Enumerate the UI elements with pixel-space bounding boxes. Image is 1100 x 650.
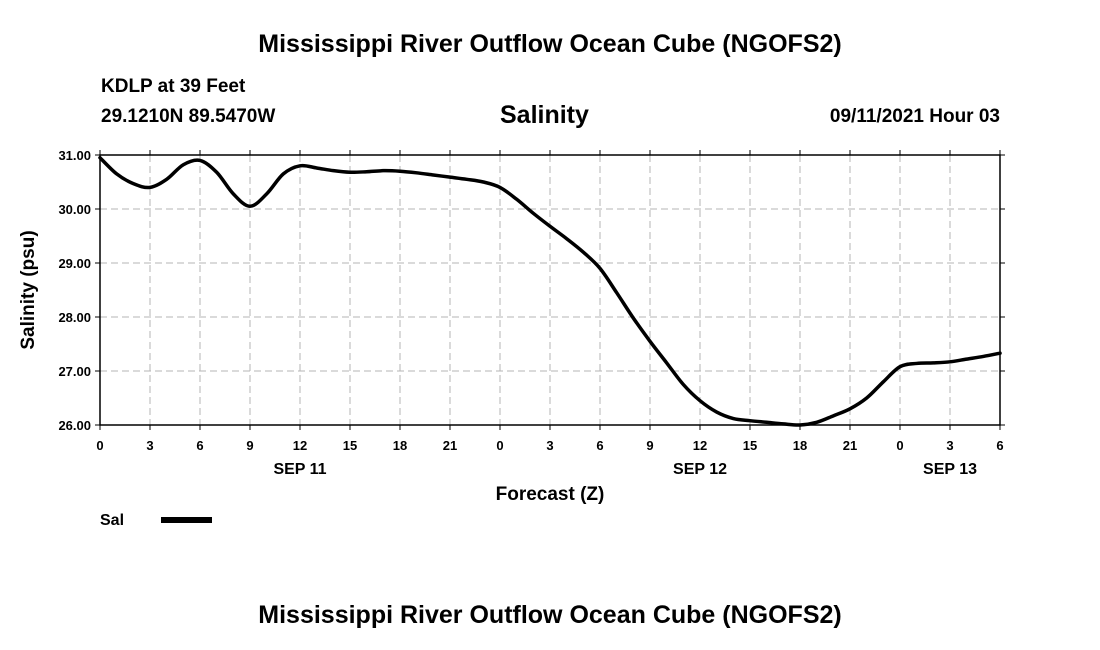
x-tick-label: 6 bbox=[996, 438, 1003, 453]
x-tick-label: 6 bbox=[196, 438, 203, 453]
station-label: KDLP at 39 Feet bbox=[101, 76, 246, 97]
x-tick-label: 0 bbox=[496, 438, 503, 453]
x-tick-label: 15 bbox=[743, 438, 757, 453]
date-label: SEP 13 bbox=[923, 461, 977, 478]
x-tick-label: 18 bbox=[793, 438, 807, 453]
chart-title: Mississippi River Outflow Ocean Cube (NG… bbox=[258, 30, 842, 58]
y-tick-label: 28.00 bbox=[58, 310, 91, 325]
x-tick-label: 12 bbox=[693, 438, 707, 453]
x-tick-label: 3 bbox=[146, 438, 153, 453]
y-tick-label: 27.00 bbox=[58, 364, 91, 379]
x-tick-label: 18 bbox=[393, 438, 407, 453]
footer-title: Mississippi River Outflow Ocean Cube (NG… bbox=[258, 601, 842, 629]
x-tick-label: 0 bbox=[896, 438, 903, 453]
variable-title: Salinity bbox=[500, 101, 589, 129]
x-axis-title: Forecast (Z) bbox=[496, 484, 605, 505]
y-tick-label: 26.00 bbox=[58, 418, 91, 433]
x-tick-label: 9 bbox=[646, 438, 653, 453]
x-tick-label: 3 bbox=[946, 438, 953, 453]
x-tick-label: 3 bbox=[546, 438, 553, 453]
x-tick-label: 12 bbox=[293, 438, 307, 453]
x-tick-label: 21 bbox=[443, 438, 457, 453]
station-coordinates: 29.1210N 89.5470W bbox=[101, 106, 276, 127]
date-label: SEP 11 bbox=[273, 461, 326, 478]
date-label: SEP 12 bbox=[673, 461, 727, 478]
x-tick-label: 15 bbox=[343, 438, 357, 453]
grid-lines bbox=[100, 155, 1000, 425]
x-tick-label: 9 bbox=[246, 438, 253, 453]
y-axis: 26.00 27.00 28.00 29.00 30.00 31.00 bbox=[58, 148, 1005, 433]
y-tick-label: 29.00 bbox=[58, 256, 91, 271]
date-labels: SEP 11 SEP 12 SEP 13 bbox=[273, 461, 977, 478]
x-tick-label: 0 bbox=[96, 438, 103, 453]
y-tick-label: 30.00 bbox=[58, 202, 91, 217]
forecast-run-time: 09/11/2021 Hour 03 bbox=[829, 106, 1000, 127]
x-axis: 0 3 6 9 12 15 18 21 0 3 6 9 12 15 18 21 0 3 6 bbox=[96, 150, 1004, 453]
y-axis-title: Salinity (psu) bbox=[18, 230, 39, 349]
x-tick-label: 6 bbox=[596, 438, 603, 453]
legend-label-sal: Sal bbox=[100, 512, 124, 529]
series-line-sal bbox=[98, 155, 1002, 427]
y-tick-label: 31.00 bbox=[58, 148, 91, 163]
x-tick-label: 21 bbox=[843, 438, 857, 453]
